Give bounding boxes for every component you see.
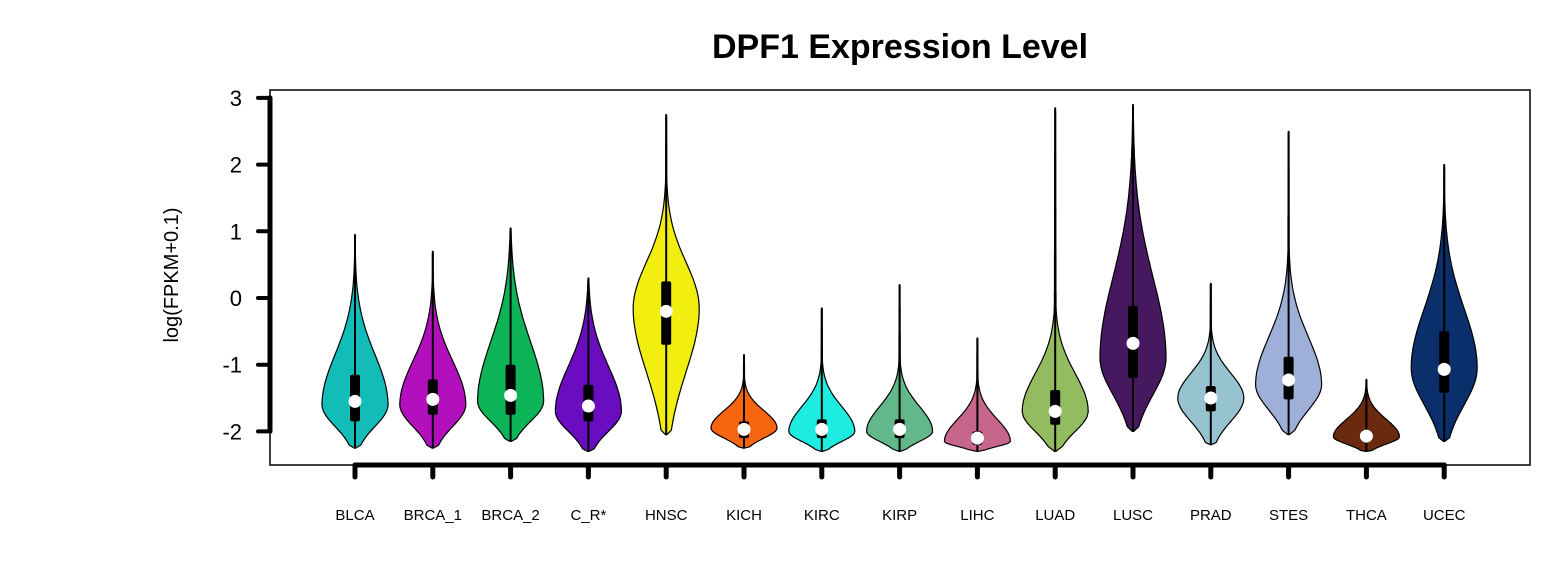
violin-ucec (1410, 164, 1478, 442)
median-dot (1048, 404, 1062, 418)
y-tick-label: -1 (222, 353, 242, 378)
x-tick-label: KICH (726, 507, 762, 524)
y-tick-label: 1 (230, 219, 242, 244)
x-tick-label: UCEC (1423, 507, 1466, 524)
violin-lusc (1099, 104, 1167, 432)
violin-brca-2 (477, 227, 545, 442)
violin-lihc (943, 337, 1011, 452)
median-dot (1126, 336, 1140, 350)
violin-prad (1177, 282, 1245, 446)
y-tick-label: 2 (230, 153, 242, 178)
x-tick-label: LIHC (960, 507, 994, 524)
violins-layer (321, 104, 1478, 452)
y-tick-label: -2 (222, 419, 242, 444)
median-dot (1359, 429, 1373, 443)
x-tick-label: BLCA (335, 507, 374, 524)
median-dot (1204, 391, 1218, 405)
median-dot (504, 388, 518, 402)
x-tick-label: BRCA_2 (481, 507, 539, 524)
y-tick-label: 3 (230, 86, 242, 111)
median-dot (970, 431, 984, 445)
x-tick-label: BRCA_1 (404, 507, 462, 524)
median-dot (659, 304, 673, 318)
violin-kirp (866, 284, 934, 452)
iqr-box (1439, 331, 1450, 393)
median-dot (737, 422, 751, 436)
median-dot (893, 422, 907, 436)
median-dot (815, 422, 829, 436)
violin-thca (1332, 378, 1400, 452)
violin-brca-1 (399, 250, 467, 449)
x-tick-label: LUSC (1113, 507, 1153, 524)
violin-stes (1254, 130, 1323, 436)
x-tick-label: STES (1269, 507, 1308, 524)
median-dot (581, 399, 595, 413)
violin-c-r- (554, 277, 622, 452)
axes-layer: BLCA BRCA_1 BRCA_2 C_R* HNSC KICH KIRC KIRP LIHC… (222, 86, 1465, 524)
violin-luad (1021, 107, 1089, 452)
x-tick-label: HNSC (645, 507, 688, 524)
violin-kirc (788, 307, 856, 452)
y-axis-label: log(FPKM+0.1) (161, 207, 183, 342)
y-tick-label: 0 (230, 286, 242, 311)
x-tick-label: THCA (1346, 507, 1387, 524)
x-tick-label: LUAD (1035, 507, 1075, 524)
median-dot (1282, 373, 1296, 387)
median-dot (348, 394, 362, 408)
median-dot (1437, 362, 1451, 376)
x-tick-label: KIRC (804, 507, 840, 524)
chart-title: DPF1 Expression Level (712, 28, 1088, 66)
violin-hnsc (632, 114, 700, 436)
violin-blca (321, 234, 389, 449)
violin-kich (710, 354, 778, 449)
x-tick-label: PRAD (1190, 507, 1232, 524)
x-tick-label: C_R* (570, 507, 606, 524)
median-dot (426, 392, 440, 406)
x-tick-label: KIRP (882, 507, 917, 524)
